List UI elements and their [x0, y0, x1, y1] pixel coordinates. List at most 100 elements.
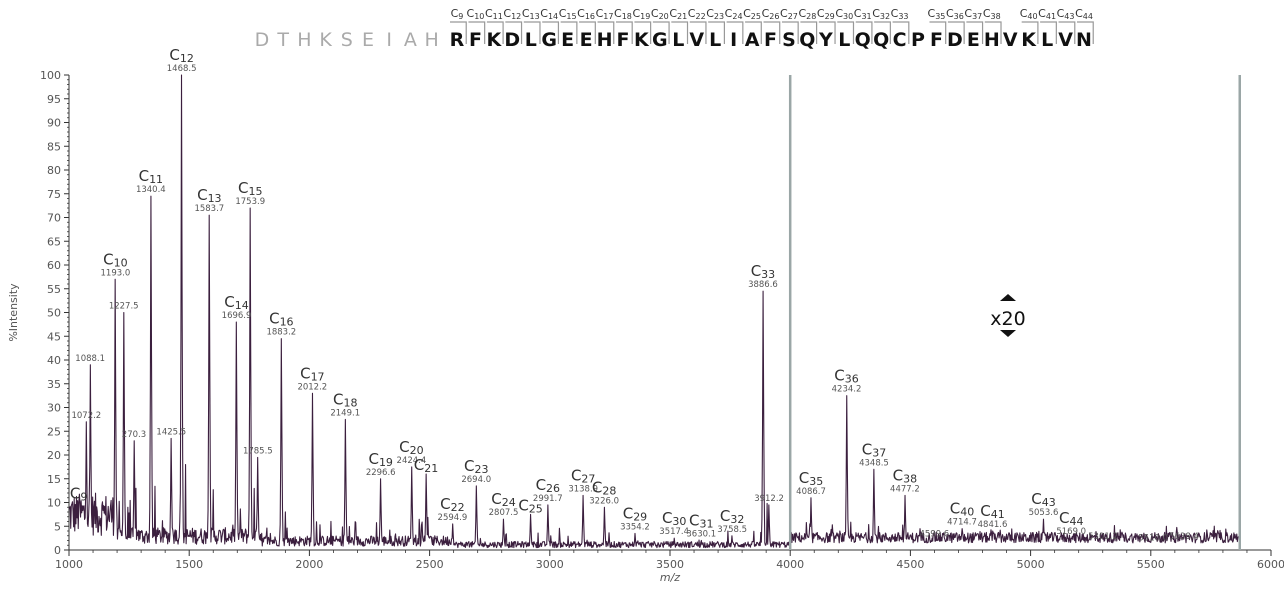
peak-mz-label: 1785.5: [243, 446, 273, 456]
y-tick-label: 100: [40, 69, 61, 82]
cleavage-ion-label: C17: [596, 7, 614, 21]
y-tick-label: 25: [47, 425, 61, 438]
sequence-residue-grey: I: [386, 29, 392, 51]
peak-ion-label: C30: [662, 509, 686, 528]
y-tick-label: 55: [47, 283, 61, 296]
cleavage-bracket: [597, 21, 615, 44]
sequence-residue: L: [1041, 29, 1053, 51]
peak-mz-label: 5169.0: [1056, 527, 1086, 537]
peak-ion-label: C23: [464, 457, 488, 476]
x-tick-label: 3000: [536, 558, 564, 571]
cleavage-bracket: [1058, 21, 1076, 44]
cleavage-ion-label: C33: [891, 7, 909, 21]
peak-ion-label: C31: [689, 512, 713, 531]
x-tick-label: 6000: [1257, 558, 1284, 571]
peak-ion-label: C13: [197, 186, 221, 205]
cleavage-ion-label: C23: [706, 7, 724, 21]
cleavage-bracket: [1077, 21, 1094, 44]
cleavage-bracket: [486, 21, 504, 44]
y-tick-label: 60: [47, 259, 61, 272]
magnification-indicator: x20: [788, 75, 1241, 550]
cleavage-bracket: [781, 21, 799, 44]
y-tick-label: 85: [47, 140, 61, 153]
sequence-residue-grey: K: [319, 29, 332, 51]
sequence-residue: Q: [855, 29, 871, 51]
sequence-residue-grey: T: [276, 29, 289, 51]
cleavage-bracket: [579, 21, 596, 44]
y-tick-label: 80: [47, 164, 61, 177]
sequence-residue-grey: H: [297, 29, 311, 51]
cleavage-ion-label: C35: [928, 7, 946, 21]
cleavage-bracket: [745, 21, 762, 44]
peak-mz-label: 4348.5: [859, 458, 889, 468]
sequence-residue: F: [930, 29, 943, 51]
peak-mz-label: 1696.9: [222, 311, 252, 321]
sequence-residue: I: [730, 29, 737, 51]
peak-mz-label: 3912.2: [754, 494, 784, 504]
peak-mz-label: 4714.7: [947, 518, 977, 528]
y-tick-label: 90: [47, 117, 61, 130]
peak-mz-label: 1583.7: [194, 204, 224, 214]
peak-ion-label: C43: [1031, 490, 1055, 509]
magnification-down-arrow: [1000, 330, 1016, 337]
peak-ion-label: C37: [862, 440, 886, 459]
peak-mz-label: 1227.5: [109, 302, 139, 312]
cleavage-ion-label: C22: [688, 7, 706, 21]
x-tick-label: 1500: [175, 558, 203, 571]
sequence-residue: F: [764, 29, 777, 51]
peak-ion-label: C41: [980, 502, 1004, 521]
sequence-residue: A: [745, 29, 760, 51]
cleavage-bracket: [1040, 21, 1057, 44]
sequence-residue: E: [580, 29, 593, 51]
peak-mz-label: 1072.2: [71, 411, 101, 421]
cleavage-bracket: [726, 21, 744, 44]
sequence-residue: L: [525, 29, 537, 51]
cleavage-ion-label: C20: [651, 7, 669, 21]
y-tick-label: 40: [47, 354, 61, 367]
cleavage-bracket: [542, 21, 560, 44]
cleavage-bracket: [966, 21, 984, 44]
cleavage-bracket: [818, 21, 836, 44]
peak-mz-label: 4234.2: [832, 385, 862, 395]
y-tick-label: 35: [47, 378, 61, 391]
sequence-residue: L: [709, 29, 721, 51]
cleavage-ion-label: C38: [983, 7, 1001, 21]
peak-mz-label: 2594.9: [438, 513, 468, 523]
y-tick-label: 30: [47, 402, 61, 415]
cleavage-ion-label: C37: [964, 7, 982, 21]
peak-ion-label: C32: [720, 507, 744, 526]
spectrum: [68, 74, 1241, 549]
sequence-residue: V: [689, 29, 704, 51]
cleavage-bracket: [468, 21, 486, 44]
cleavage-bracket: [929, 21, 947, 44]
sequence-residue: H: [984, 29, 1000, 51]
peak-ion-label: C9: [70, 485, 87, 504]
peak-ion-label: C28: [592, 478, 616, 497]
peak-mz-label: 3517.4: [659, 527, 689, 537]
cleavage-ion-label: C40: [1020, 7, 1038, 21]
y-tick-label: 5: [54, 520, 61, 533]
magnification-label: x20: [990, 308, 1025, 330]
y-tick-label: 70: [47, 212, 61, 225]
peak-ion-label: C18: [333, 390, 357, 409]
cleavage-ion-label: C9: [451, 7, 464, 21]
peak-mz-label: 2424.4: [397, 456, 427, 466]
peak-mz-label: 4599.6: [919, 530, 949, 540]
peak-ion-label: C35: [799, 469, 823, 488]
sequence-residue-grey: A: [404, 29, 417, 51]
peak-mz-label: 4841.6: [978, 520, 1008, 530]
cleavage-bracket: [615, 21, 633, 44]
peak-ion-label: C26: [536, 476, 560, 495]
cleavage-ion-label: C15: [559, 7, 577, 21]
cleavage-ion-label: C41: [1038, 7, 1056, 21]
peak-ion-label: C40: [950, 500, 974, 519]
sequence-residue: E: [967, 29, 980, 51]
x-tick-label: 2000: [295, 558, 323, 571]
x-tick-label: 2500: [416, 558, 444, 571]
cleavage-ion-label: C18: [614, 7, 632, 21]
cleavage-bracket: [689, 21, 707, 44]
peak-mz-label: 1753.9: [235, 197, 265, 207]
peak-ion-label: C17: [300, 364, 324, 383]
